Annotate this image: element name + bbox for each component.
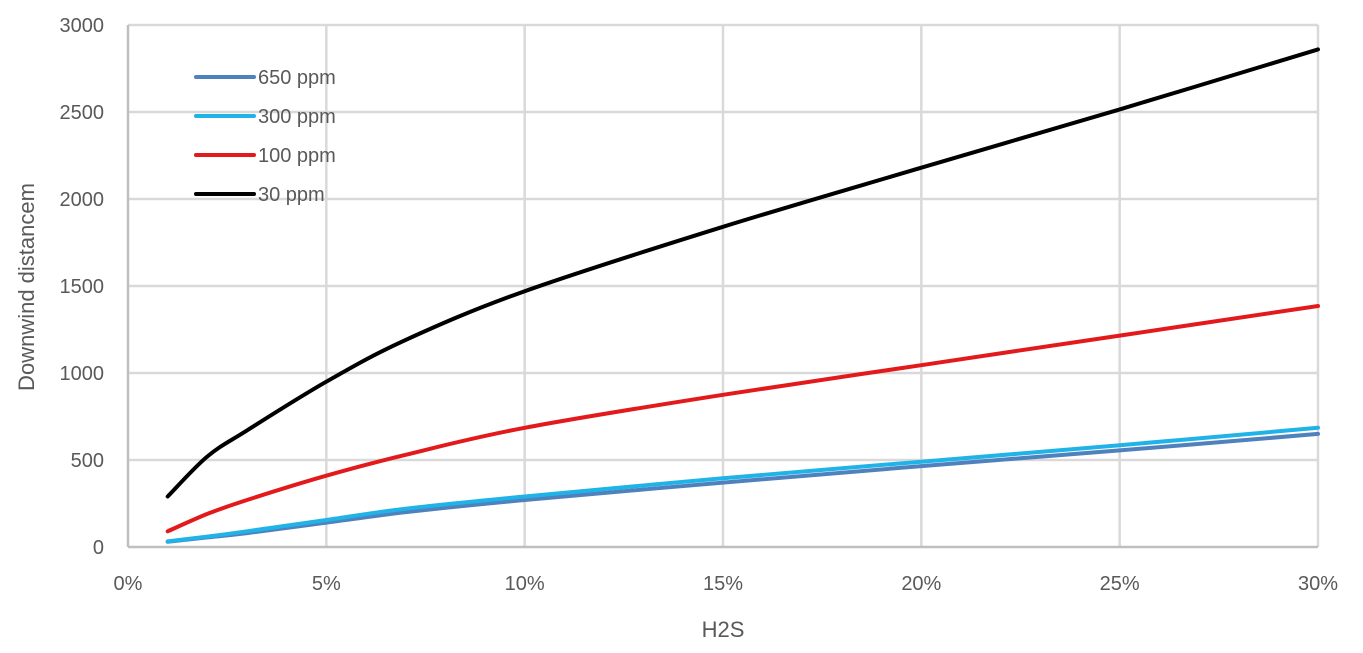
series-line-650-ppm (165, 431, 1320, 544)
x-tick-label: 10% (505, 573, 545, 595)
legend-label: 300 ppm (258, 106, 336, 128)
x-tick-label: 5% (312, 573, 341, 595)
series-lines (165, 47, 1320, 544)
legend: 650 ppm 300 ppm 100 ppm 30 ppm (194, 67, 336, 206)
gridlines (128, 23, 1320, 547)
legend-label: 650 ppm (258, 67, 336, 89)
legend-item-30-ppm: 30 ppm (194, 184, 325, 206)
x-tick-label: 15% (703, 573, 743, 595)
series-line-30-ppm (165, 47, 1320, 499)
legend-label: 100 ppm (258, 145, 336, 167)
axes (126, 25, 1318, 549)
legend-item-300-ppm: 300 ppm (194, 106, 336, 128)
tick-labels: 0 500 1000 1500 2000 2500 3000 0% 5% 10% 15% 20% 25%… (60, 15, 1339, 595)
y-tick-label: 2000 (60, 189, 105, 211)
x-tick-label: 0% (114, 573, 143, 595)
legend-label: 30 ppm (258, 184, 325, 206)
y-tick-label: 3000 (60, 15, 105, 37)
legend-item-100-ppm: 100 ppm (194, 145, 336, 167)
legend-item-650-ppm: 650 ppm (194, 67, 336, 89)
y-tick-label: 2500 (60, 102, 105, 124)
series-line-100-ppm (165, 304, 1320, 534)
y-tick-label: 500 (71, 450, 104, 472)
x-tick-label: 20% (901, 573, 941, 595)
series-line-300-ppm (165, 425, 1320, 544)
x-tick-label: 30% (1298, 573, 1338, 595)
x-axis-title: H2S (702, 617, 745, 642)
y-tick-label: 1500 (60, 276, 105, 298)
y-tick-label: 1000 (60, 363, 105, 385)
x-tick-label: 25% (1100, 573, 1140, 595)
y-tick-label: 0 (93, 537, 104, 559)
y-axis-title: Downwind distancem (14, 183, 39, 391)
